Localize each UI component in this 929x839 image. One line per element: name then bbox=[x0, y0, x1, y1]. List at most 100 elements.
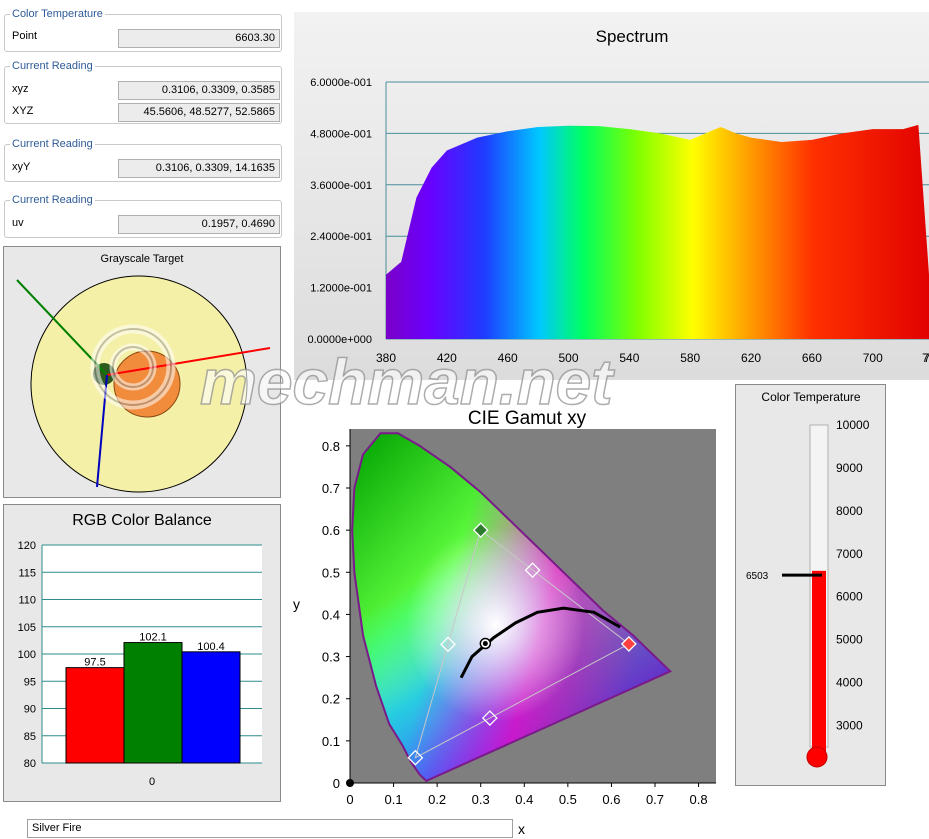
y-tick-label: 120 bbox=[18, 540, 36, 552]
y-tick-label: 80 bbox=[24, 758, 36, 770]
x-tick-label: 0.6 bbox=[602, 792, 620, 807]
planckian-locus-curve bbox=[459, 606, 621, 679]
bar-value-label: 102.1 bbox=[139, 632, 167, 644]
point-label: Point bbox=[12, 30, 38, 42]
rgb-balance-chart: RGB Color Balance 120 115 110 105 100 95 90 85 8… bbox=[18, 512, 262, 788]
x-tick-label: 620 bbox=[741, 351, 761, 365]
cie-ylabel: y bbox=[293, 596, 300, 612]
y-tick-label: 6.0000e-001 bbox=[310, 77, 372, 89]
x-tick-label: 0 bbox=[346, 792, 353, 807]
current-reading-xyY-group: Current Reading xyY 0.3106, 0.3309, 14.1… bbox=[4, 138, 282, 182]
target-gamut-triangle bbox=[414, 529, 630, 759]
x-tick-label: 580 bbox=[680, 351, 700, 365]
spectrum-panel: Spectrum 6.0000e-001 4.8000e-001 3.6000e-0… bbox=[294, 12, 929, 380]
cct-tick-label: 8000 bbox=[836, 504, 863, 518]
color-temperature-gauge-panel: Color Temperature 10000 9000 8000 7000 6000 5… bbox=[735, 384, 886, 786]
thermometer-bulb bbox=[806, 746, 828, 768]
grayscale-target-panel: Grayscale Target bbox=[3, 246, 281, 498]
gamut-target-marker bbox=[524, 562, 541, 579]
current-reading-xyz-group: Current Reading xyz 0.3106, 0.3309, 0.35… bbox=[4, 60, 282, 124]
group-title: Color Temperature bbox=[10, 8, 105, 20]
cie-gamut-chart: CIE Gamut xy 0 0.1 0.2 0.3 0.4 0.5 0.6 0.7 0.8 0 0… bbox=[293, 408, 716, 837]
group-title: Current Reading bbox=[10, 138, 95, 150]
cie-title: CIE Gamut xy bbox=[468, 408, 587, 429]
y-tick-label: 110 bbox=[18, 595, 36, 607]
y-tick-label: 0 bbox=[333, 776, 340, 791]
x-tick-label: 0.3 bbox=[472, 792, 490, 807]
xyz-label: xyz bbox=[12, 83, 29, 95]
point-value-field[interactable]: 6603.30 bbox=[118, 29, 280, 48]
y-tick-label: 0.6 bbox=[322, 523, 340, 538]
status-input-field[interactable]: Silver Fire bbox=[27, 819, 513, 838]
x-tick-label: 0.8 bbox=[690, 792, 708, 807]
x-tick-label: 540 bbox=[619, 351, 639, 365]
spectrum-chart: Spectrum 6.0000e-001 4.8000e-001 3.6000e-0… bbox=[307, 27, 929, 365]
x-tick-label: 0.2 bbox=[428, 792, 446, 807]
grayscale-title: Grayscale Target bbox=[101, 253, 184, 265]
y-tick-label: 105 bbox=[18, 622, 36, 634]
XYZ-label: XYZ bbox=[12, 105, 34, 117]
y-tick-label: 0.4 bbox=[322, 607, 340, 622]
thermometer-fill bbox=[812, 570, 826, 753]
xyY-value-field[interactable]: 0.3106, 0.3309, 14.1635 bbox=[118, 159, 280, 178]
cct-tick-label: 5000 bbox=[836, 633, 863, 647]
bar-series-2 bbox=[181, 651, 241, 764]
white-point-dot bbox=[482, 641, 488, 647]
gamut-target-marker bbox=[620, 636, 637, 652]
current-reading-uv-group: Current Reading uv 0.1957, 0.4690 bbox=[4, 194, 282, 238]
bar-series-1 bbox=[123, 642, 183, 764]
cct-gauge: Color Temperature 10000 9000 8000 7000 6000 5… bbox=[746, 390, 870, 768]
x-tick-label: 460 bbox=[498, 351, 518, 365]
x-tick-label: 0.7 bbox=[646, 792, 664, 807]
y-tick-label: 4.8000e-001 bbox=[310, 128, 372, 140]
xyz-value-field[interactable]: 0.3106, 0.3309, 0.3585 bbox=[118, 81, 280, 100]
x-tick-label: 0.5 bbox=[559, 792, 577, 807]
y-tick-label: 100 bbox=[18, 649, 36, 661]
cct-tick-label: 10000 bbox=[836, 418, 870, 432]
y-tick-label: 115 bbox=[18, 567, 36, 579]
y-tick-label: 0.1 bbox=[322, 734, 340, 749]
y-tick-label: 0.3 bbox=[322, 650, 340, 665]
bar-series-0 bbox=[65, 667, 125, 764]
x-tick-label: 660 bbox=[802, 351, 822, 365]
y-tick-label: 1.2000e-001 bbox=[310, 283, 372, 295]
y-tick-label: 85 bbox=[24, 731, 36, 743]
x-tick-label: 0.4 bbox=[515, 792, 533, 807]
cct-tick-label: 3000 bbox=[836, 719, 863, 733]
uv-value-field[interactable]: 0.1957, 0.4690 bbox=[118, 215, 280, 234]
y-tick-label: 3.6000e-001 bbox=[310, 180, 372, 192]
grayscale-target-chart: Grayscale Target bbox=[16, 253, 271, 493]
group-title: Current Reading bbox=[10, 60, 95, 72]
group-title: Current Reading bbox=[10, 194, 95, 206]
bar-value-label: 100.4 bbox=[197, 641, 225, 653]
spectrum-area bbox=[386, 124, 929, 339]
rgb-color-balance-panel: RGB Color Balance 120 115 110 105 100 95 90 85 8… bbox=[3, 504, 281, 802]
cie-gamut-panel: CIE Gamut xy 0 0.1 0.2 0.3 0.4 0.5 0.6 0.7 0.8 0 0… bbox=[282, 402, 732, 837]
x-tick-label: 7 bbox=[922, 351, 929, 365]
gamut-target-marker bbox=[407, 749, 424, 766]
gamut-target-marker bbox=[481, 710, 498, 727]
gamut-target-marker bbox=[440, 636, 456, 653]
y-tick-label: 0.5 bbox=[322, 565, 340, 580]
cct-tick-label: 6000 bbox=[836, 590, 863, 604]
target-inner-circle bbox=[113, 350, 181, 418]
y-tick-label: 90 bbox=[24, 704, 36, 716]
y-tick-label: 0.8 bbox=[322, 439, 340, 454]
y-tick-label: 0.7 bbox=[322, 481, 340, 496]
cct-tick-label: 4000 bbox=[836, 676, 863, 690]
y-tick-label: 2.4000e-001 bbox=[310, 231, 372, 243]
spectrum-title: Spectrum bbox=[596, 27, 669, 46]
target-marker-label: 6503 bbox=[746, 571, 769, 582]
x-tick-label: 500 bbox=[559, 351, 579, 365]
x-tick-label: 0.1 bbox=[385, 792, 403, 807]
y-tick-label: 0.0000e+000 bbox=[307, 334, 372, 346]
x-category-label: 0 bbox=[149, 776, 155, 788]
bar-value-label: 97.5 bbox=[84, 657, 105, 669]
cie-white-layer bbox=[352, 433, 671, 781]
XYZ-value-field[interactable]: 45.5606, 48.5277, 52.5865 bbox=[118, 103, 280, 122]
x-tick-label: 740 bbox=[924, 351, 929, 365]
x-tick-label: 420 bbox=[437, 351, 457, 365]
y-tick-label: 0.2 bbox=[322, 692, 340, 707]
cie-xlabel: x bbox=[518, 821, 525, 836]
spectral-locus-outline bbox=[351, 432, 673, 783]
